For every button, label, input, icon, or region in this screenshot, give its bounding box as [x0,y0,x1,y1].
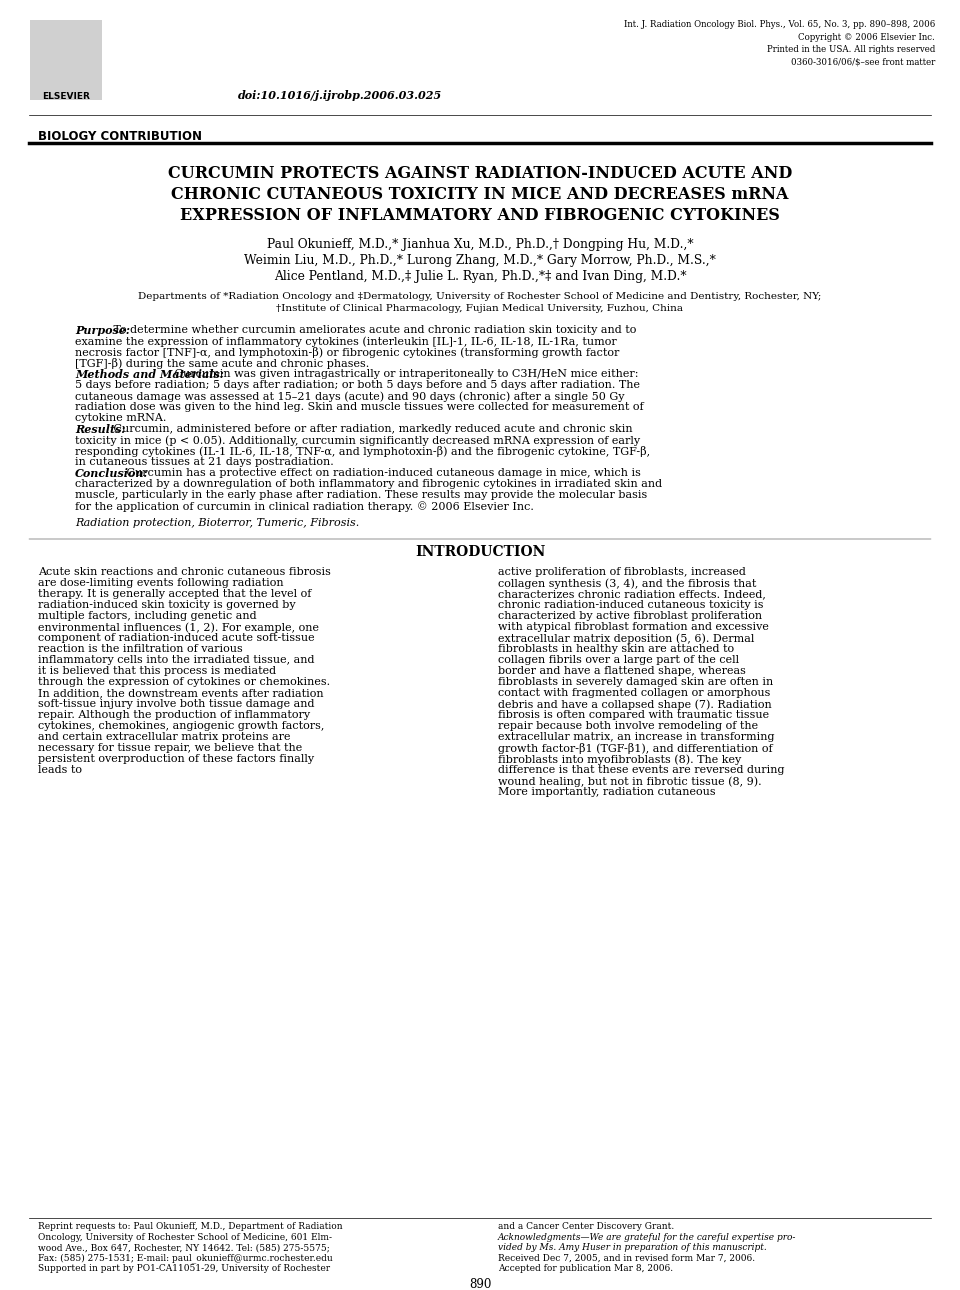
Text: cytokine mRNA.: cytokine mRNA. [75,413,166,423]
Text: CHRONIC CUTANEOUS TOXICITY IN MICE AND DECREASES mRNA: CHRONIC CUTANEOUS TOXICITY IN MICE AND D… [171,186,789,203]
Text: extracellular matrix, an increase in transforming: extracellular matrix, an increase in tra… [498,731,775,742]
Text: leads to: leads to [38,765,82,775]
Text: debris and have a collapsed shape (7). Radiation: debris and have a collapsed shape (7). R… [498,699,772,710]
Text: collagen synthesis (3, 4), and the fibrosis that: collagen synthesis (3, 4), and the fibro… [498,578,756,588]
Text: environmental influences (1, 2). For example, one: environmental influences (1, 2). For exa… [38,622,319,632]
Text: it is believed that this process is mediated: it is believed that this process is medi… [38,666,276,676]
Text: radiation dose was given to the hind leg. Skin and muscle tissues were collected: radiation dose was given to the hind leg… [75,402,643,412]
Text: 890: 890 [468,1278,492,1290]
Text: and certain extracellular matrix proteins are: and certain extracellular matrix protein… [38,731,291,742]
Text: 0360-3016/06/$–see front matter: 0360-3016/06/$–see front matter [791,58,935,67]
Text: Curcumin has a protective effect on radiation-induced cutaneous damage in mice, : Curcumin has a protective effect on radi… [123,468,640,479]
Text: toxicity in mice (p < 0.05). Additionally, curcumin significantly decreased mRNA: toxicity in mice (p < 0.05). Additionall… [75,435,640,445]
Text: therapy. It is generally accepted that the level of: therapy. It is generally accepted that t… [38,590,311,599]
Text: Conclusion:: Conclusion: [75,468,149,479]
Text: cutaneous damage was assessed at 15–21 days (acute) and 90 days (chronic) after : cutaneous damage was assessed at 15–21 d… [75,391,625,401]
Text: Copyright © 2006 Elsevier Inc.: Copyright © 2006 Elsevier Inc. [799,32,935,41]
Text: necessary for tissue repair, we believe that the: necessary for tissue repair, we believe … [38,743,302,753]
Text: ELSEVIER: ELSEVIER [42,92,90,101]
Text: active proliferation of fibroblasts, increased: active proliferation of fibroblasts, inc… [498,568,746,577]
Text: Reprint requests to: Paul Okunieff, M.D., Department of Radiation: Reprint requests to: Paul Okunieff, M.D.… [38,1222,343,1231]
Text: cytokines, chemokines, angiogenic growth factors,: cytokines, chemokines, angiogenic growth… [38,721,324,731]
Text: responding cytokines (IL-1 IL-6, IL-18, TNF-α, and lymphotoxin-β) and the fibrog: responding cytokines (IL-1 IL-6, IL-18, … [75,446,650,457]
Text: contact with fragmented collagen or amorphous: contact with fragmented collagen or amor… [498,688,770,698]
Text: CURCUMIN PROTECTS AGAINST RADIATION-INDUCED ACUTE AND: CURCUMIN PROTECTS AGAINST RADIATION-INDU… [168,165,792,182]
Text: Purpose:: Purpose: [75,325,130,335]
Text: BIOLOGY CONTRIBUTION: BIOLOGY CONTRIBUTION [38,130,202,143]
Text: and a Cancer Center Discovery Grant.: and a Cancer Center Discovery Grant. [498,1222,674,1231]
Text: Oncology, University of Rochester School of Medicine, 601 Elm-: Oncology, University of Rochester School… [38,1232,332,1241]
Text: Methods and Materials:: Methods and Materials: [75,369,224,381]
Text: examine the expression of inflammatory cytokines (interleukin [IL]-1, IL-6, IL-1: examine the expression of inflammatory c… [75,335,616,347]
Text: Departments of *Radiation Oncology and ‡Dermatology, University of Rochester Sch: Departments of *Radiation Oncology and ‡… [138,292,822,301]
Text: characterized by a downregulation of both inflammatory and fibrogenic cytokines : characterized by a downregulation of bot… [75,479,662,489]
Text: for the application of curcumin in clinical radiation therapy. © 2006 Elsevier I: for the application of curcumin in clini… [75,501,534,512]
Text: in cutaneous tissues at 21 days postradiation.: in cutaneous tissues at 21 days postradi… [75,457,334,467]
Text: Alice Pentland, M.D.,‡ Julie L. Ryan, Ph.D.,*‡ and Ivan Ding, M.D.*: Alice Pentland, M.D.,‡ Julie L. Ryan, Ph… [274,270,686,283]
Text: growth factor-β1 (TGF-β1), and differentiation of: growth factor-β1 (TGF-β1), and different… [498,743,773,753]
Text: fibroblasts into myofibroblasts (8). The key: fibroblasts into myofibroblasts (8). The… [498,753,741,765]
Text: extracellular matrix deposition (5, 6). Dermal: extracellular matrix deposition (5, 6). … [498,633,755,644]
Text: inflammatory cells into the irradiated tissue, and: inflammatory cells into the irradiated t… [38,655,315,666]
Text: INTRODUCTION: INTRODUCTION [415,544,545,559]
Text: Supported in part by PO1-CA11051-29, University of Rochester: Supported in part by PO1-CA11051-29, Uni… [38,1264,330,1273]
Text: multiple factors, including genetic and: multiple factors, including genetic and [38,611,256,620]
Text: Weimin Liu, M.D., Ph.D.,* Lurong Zhang, M.D.,* Gary Morrow, Ph.D., M.S.,*: Weimin Liu, M.D., Ph.D.,* Lurong Zhang, … [244,254,716,267]
Text: Printed in the USA. All rights reserved: Printed in the USA. All rights reserved [767,45,935,54]
Text: wood Ave., Box 647, Rochester, NY 14642. Tel: (585) 275-5575;: wood Ave., Box 647, Rochester, NY 14642.… [38,1244,329,1253]
Text: persistent overproduction of these factors finally: persistent overproduction of these facto… [38,753,314,764]
Text: characterized by active fibroblast proliferation: characterized by active fibroblast proli… [498,611,762,620]
Text: [TGF]-β) during the same acute and chronic phases.: [TGF]-β) during the same acute and chron… [75,359,370,369]
Text: Radiation protection, Bioterror, Tumeric, Fibrosis.: Radiation protection, Bioterror, Tumeric… [75,519,359,528]
Text: are dose-limiting events following radiation: are dose-limiting events following radia… [38,578,283,588]
Text: Paul Okunieff, M.D.,* Jianhua Xu, M.D., Ph.D.,† Dongping Hu, M.D.,*: Paul Okunieff, M.D.,* Jianhua Xu, M.D., … [267,237,693,252]
Text: doi:10.1016/j.ijrobp.2006.03.025: doi:10.1016/j.ijrobp.2006.03.025 [238,90,443,101]
Text: EXPRESSION OF INFLAMMATORY AND FIBROGENIC CYTOKINES: EXPRESSION OF INFLAMMATORY AND FIBROGENI… [180,206,780,224]
Text: Received Dec 7, 2005, and in revised form Mar 7, 2006.: Received Dec 7, 2005, and in revised for… [498,1254,756,1263]
Text: repair. Although the production of inflammatory: repair. Although the production of infla… [38,710,310,720]
Text: Curcumin, administered before or after radiation, markedly reduced acute and chr: Curcumin, administered before or after r… [109,424,633,433]
Text: fibroblasts in healthy skin are attached to: fibroblasts in healthy skin are attached… [498,644,734,654]
Bar [30,21,102,101]
Text: Results:: Results: [75,424,126,435]
Text: repair because both involve remodeling of the: repair because both involve remodeling o… [498,721,758,731]
Text: characterizes chronic radiation effects. Indeed,: characterizes chronic radiation effects.… [498,590,766,599]
Text: fibrosis is often compared with traumatic tissue: fibrosis is often compared with traumati… [498,710,769,720]
Text: †Institute of Clinical Pharmacology, Fujian Medical University, Fuzhou, China: †Institute of Clinical Pharmacology, Fuj… [276,304,684,313]
Text: fibroblasts in severely damaged skin are often in: fibroblasts in severely damaged skin are… [498,677,773,688]
Text: difference is that these events are reversed during: difference is that these events are reve… [498,765,784,775]
Text: chronic radiation-induced cutaneous toxicity is: chronic radiation-induced cutaneous toxi… [498,600,763,610]
Text: Int. J. Radiation Oncology Biol. Phys., Vol. 65, No. 3, pp. 890–898, 2006: Int. J. Radiation Oncology Biol. Phys., … [624,21,935,28]
Text: In addition, the downstream events after radiation: In addition, the downstream events after… [38,688,324,698]
Text: Fax: (585) 275-1531; E-mail: paul_okunieff@urmc.rochester.edu: Fax: (585) 275-1531; E-mail: paul_okunie… [38,1254,333,1263]
Text: Accepted for publication Mar 8, 2006.: Accepted for publication Mar 8, 2006. [498,1264,673,1273]
Text: component of radiation-induced acute soft-tissue: component of radiation-induced acute sof… [38,633,315,642]
Text: soft-tissue injury involve both tissue damage and: soft-tissue injury involve both tissue d… [38,699,315,710]
Text: with atypical fibroblast formation and excessive: with atypical fibroblast formation and e… [498,622,769,632]
Text: Acknowledgments—We are grateful for the careful expertise pro-: Acknowledgments—We are grateful for the … [498,1232,797,1241]
Text: muscle, particularly in the early phase after radiation. These results may provi: muscle, particularly in the early phase … [75,490,647,501]
Text: To determine whether curcumin ameliorates acute and chronic radiation skin toxic: To determine whether curcumin ameliorate… [109,325,636,335]
Text: through the expression of cytokines or chemokines.: through the expression of cytokines or c… [38,677,330,688]
Text: necrosis factor [TNF]-α, and lymphotoxin-β) or fibrogenic cytokines (transformin: necrosis factor [TNF]-α, and lymphotoxin… [75,347,619,359]
Text: More importantly, radiation cutaneous: More importantly, radiation cutaneous [498,787,715,797]
Text: Acute skin reactions and chronic cutaneous fibrosis: Acute skin reactions and chronic cutaneo… [38,568,331,577]
Text: radiation-induced skin toxicity is governed by: radiation-induced skin toxicity is gover… [38,600,296,610]
Text: reaction is the infiltration of various: reaction is the infiltration of various [38,644,243,654]
Text: vided by Ms. Amy Huser in preparation of this manuscript.: vided by Ms. Amy Huser in preparation of… [498,1244,767,1253]
Text: border and have a flattened shape, whereas: border and have a flattened shape, where… [498,666,746,676]
Text: 5 days before radiation; 5 days after radiation; or both 5 days before and 5 day: 5 days before radiation; 5 days after ra… [75,381,640,390]
Text: wound healing, but not in fibrotic tissue (8, 9).: wound healing, but not in fibrotic tissu… [498,777,761,787]
Text: Curcumin was given intragastrically or intraperitoneally to C3H/HeN mice either:: Curcumin was given intragastrically or i… [171,369,638,379]
Text: collagen fibrils over a large part of the cell: collagen fibrils over a large part of th… [498,655,739,666]
